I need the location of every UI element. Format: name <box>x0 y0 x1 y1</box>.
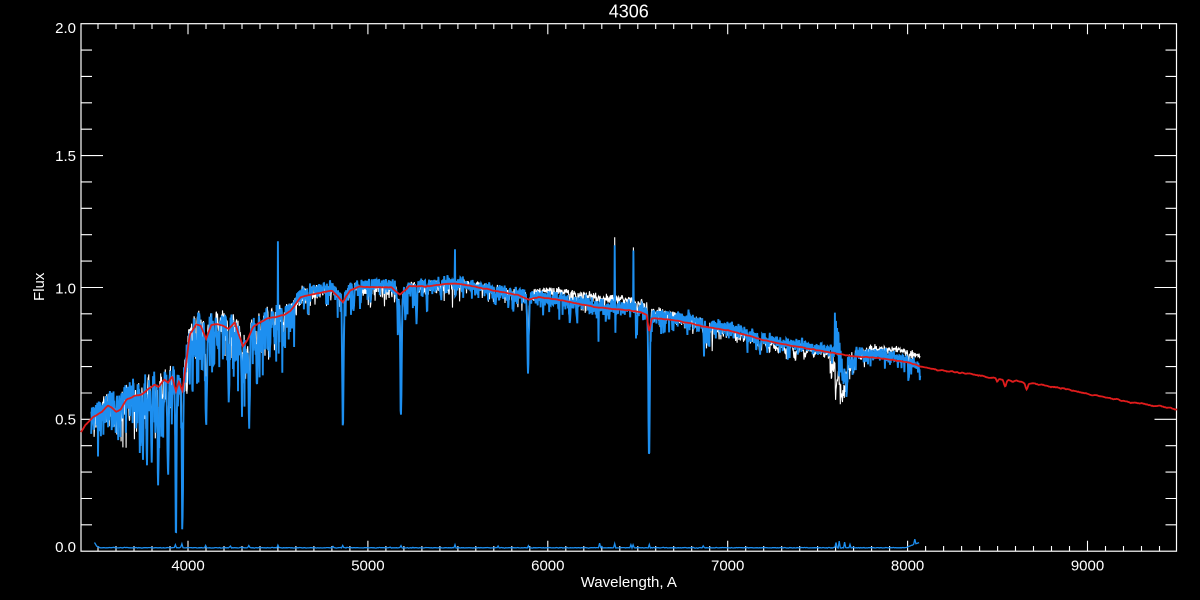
svg-text:Flux: Flux <box>31 272 48 301</box>
svg-text:9000: 9000 <box>1071 558 1104 575</box>
svg-text:8000: 8000 <box>891 558 924 575</box>
svg-text:4000: 4000 <box>171 558 204 575</box>
svg-text:0.0: 0.0 <box>55 539 76 556</box>
svg-text:Wavelength, A: Wavelength, A <box>581 574 677 591</box>
svg-text:4306: 4306 <box>609 2 649 22</box>
svg-text:5000: 5000 <box>351 558 384 575</box>
svg-text:1.5: 1.5 <box>55 148 76 165</box>
svg-text:7000: 7000 <box>711 558 744 575</box>
svg-text:2.0: 2.0 <box>55 20 76 37</box>
svg-text:1.0: 1.0 <box>55 280 76 297</box>
svg-text:6000: 6000 <box>531 558 564 575</box>
svg-text:0.5: 0.5 <box>55 412 76 429</box>
